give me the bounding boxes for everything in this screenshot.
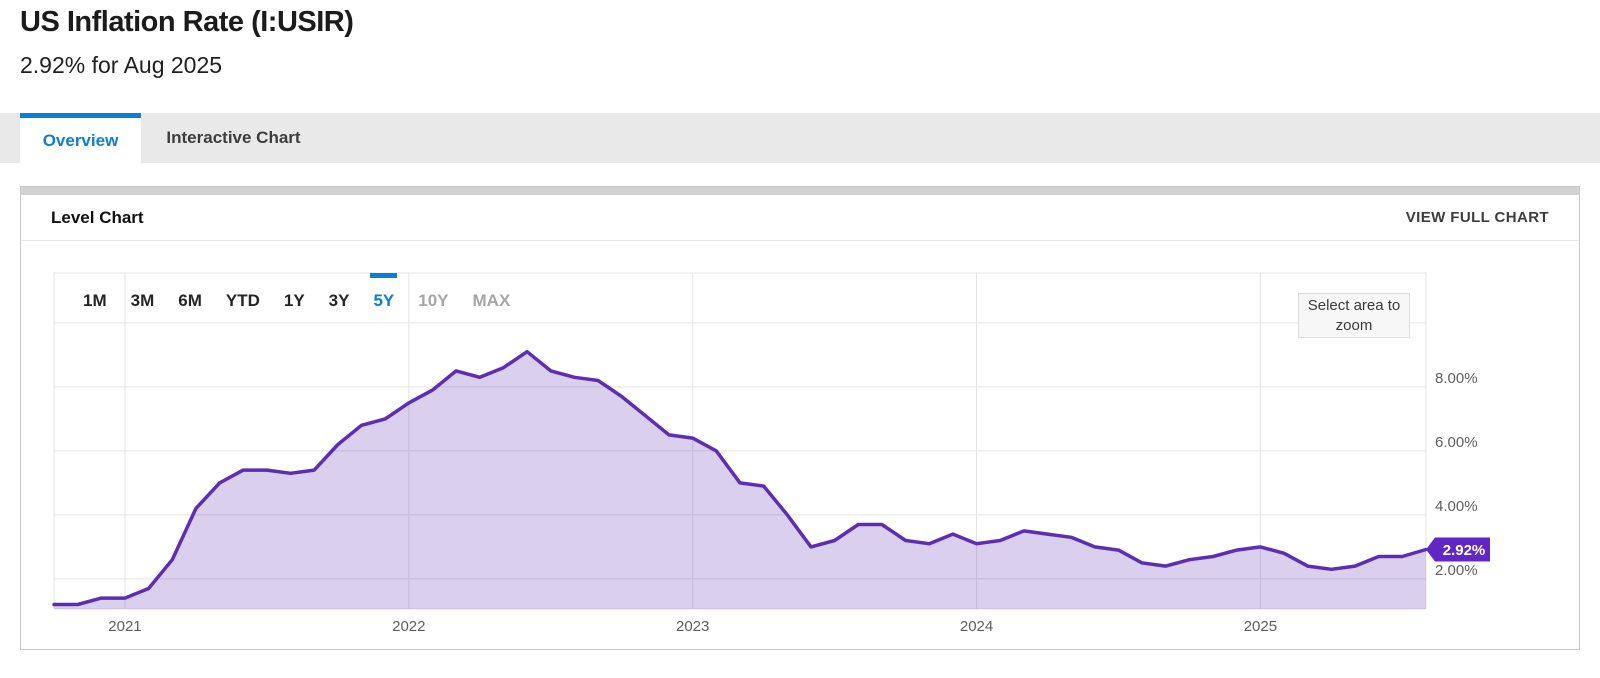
y-axis-label: 8.00% xyxy=(1435,370,1478,387)
level-chart-svg[interactable]: 8.00% 6.00% 4.00% 2.00% 2021 2022 2023 2024 2025… xyxy=(21,241,1579,648)
y-axis-label: 6.00% xyxy=(1435,434,1478,451)
x-axis-label: 2024 xyxy=(960,618,993,635)
tab-bar: Overview Interactive Chart xyxy=(0,113,1600,163)
range-button-5y[interactable]: 5Y xyxy=(361,273,406,312)
range-button-max[interactable]: MAX xyxy=(472,291,511,310)
area-fill xyxy=(54,351,1426,609)
x-axis-label: 2021 xyxy=(108,618,141,635)
zoom-hint-button: Select area to zoom xyxy=(1298,293,1410,338)
x-axis-label: 2022 xyxy=(392,618,425,635)
y-axis-label: 2.00% xyxy=(1435,562,1478,579)
page-subtitle: 2.92% for Aug 2025 xyxy=(20,52,223,78)
range-button-6m[interactable]: 6M xyxy=(178,291,202,310)
x-axis-label: 2023 xyxy=(676,618,709,635)
range-button-3y[interactable]: 3Y xyxy=(328,291,350,310)
tab-interactive-chart[interactable]: Interactive Chart xyxy=(166,128,301,147)
current-value-badge-label: 2.92% xyxy=(1443,542,1486,559)
range-button-3m[interactable]: 3M xyxy=(130,291,155,310)
page-title: US Inflation Rate (I:USIR) xyxy=(20,6,354,38)
tab-overview[interactable]: Overview xyxy=(20,113,141,163)
line-series xyxy=(52,349,1428,607)
range-selector: 1M 3M 6M YTD 1Y 3Y 5Y 10Y MAX xyxy=(71,273,522,312)
card-header: Level Chart VIEW FULL CHART xyxy=(21,195,1579,241)
panel-title: Level Chart xyxy=(51,207,144,227)
range-button-10y[interactable]: 10Y xyxy=(418,291,449,310)
y-axis-label: 4.00% xyxy=(1435,498,1478,515)
plot-border xyxy=(53,272,1427,610)
range-button-ytd[interactable]: YTD xyxy=(225,291,260,310)
current-value-badge xyxy=(1426,537,1490,562)
level-chart-card: Level Chart VIEW FULL CHART 8.00% 6.00% 4.… xyxy=(20,186,1580,650)
range-button-1y[interactable]: 1Y xyxy=(283,291,305,310)
view-full-chart-link[interactable]: VIEW FULL CHART xyxy=(1405,209,1549,226)
range-button-1m[interactable]: 1M xyxy=(83,291,107,310)
x-axis-label: 2025 xyxy=(1244,618,1277,635)
card-top-strip xyxy=(21,187,1579,195)
chart-area: 8.00% 6.00% 4.00% 2.00% 2021 2022 2023 2024 2025… xyxy=(21,241,1579,648)
